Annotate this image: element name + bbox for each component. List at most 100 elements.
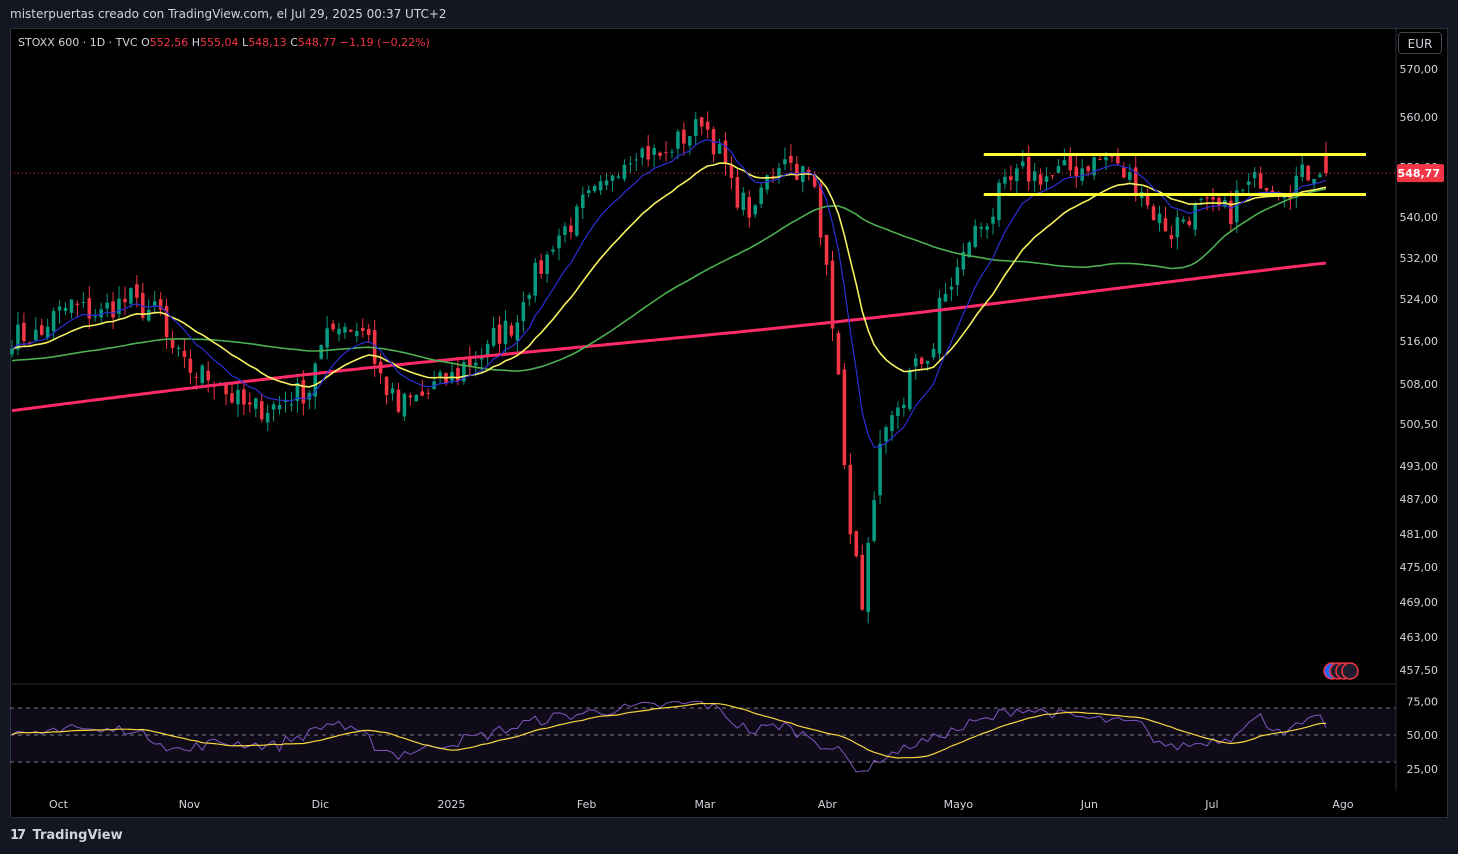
candle-body xyxy=(1086,166,1090,172)
candle-body xyxy=(1282,195,1287,198)
candle xyxy=(295,377,300,413)
price-tick-label: 524,00 xyxy=(1400,293,1439,306)
candle-body xyxy=(919,357,924,364)
candle-body xyxy=(860,554,865,610)
candle-body xyxy=(1318,174,1322,178)
candle xyxy=(569,217,573,240)
candle-body xyxy=(973,225,977,247)
price-tick-label: 570,00 xyxy=(1400,63,1439,76)
candle-body xyxy=(1122,167,1126,178)
high-value: 555,04 xyxy=(200,36,239,49)
candle-body xyxy=(28,342,32,344)
candle-body xyxy=(63,307,68,312)
candle-body xyxy=(438,372,442,377)
candle-body xyxy=(658,152,662,156)
candle-body xyxy=(349,329,353,332)
candle xyxy=(75,300,80,318)
candle-body xyxy=(295,382,300,401)
candle xyxy=(527,292,532,307)
candle xyxy=(711,126,716,163)
candle-body xyxy=(497,324,502,344)
time-tick-label: Dic xyxy=(312,798,330,811)
candle-body xyxy=(248,402,252,405)
candle-body xyxy=(206,370,210,381)
candle xyxy=(705,111,710,139)
candle-body xyxy=(420,391,425,396)
candle-body xyxy=(723,140,728,164)
candle xyxy=(973,219,977,249)
currency-button[interactable]: EUR xyxy=(1398,32,1442,54)
candle xyxy=(1151,203,1156,221)
ema-mid-line xyxy=(11,162,1327,388)
price-tick-label: 560,00 xyxy=(1400,111,1439,124)
candle xyxy=(753,204,757,219)
candle xyxy=(343,322,347,339)
candle-body xyxy=(224,382,228,395)
candle-body xyxy=(854,530,859,557)
candle-body xyxy=(236,389,240,405)
candle-body xyxy=(313,363,318,397)
candle xyxy=(105,293,109,318)
candle-body xyxy=(1312,179,1316,185)
candle-body xyxy=(16,324,20,350)
candle xyxy=(848,453,853,545)
candle-body xyxy=(943,293,948,302)
candle xyxy=(450,361,454,385)
candle xyxy=(1288,185,1293,210)
candle-body xyxy=(81,301,86,303)
candle xyxy=(16,311,20,356)
candle-body xyxy=(283,400,288,402)
candle xyxy=(919,356,924,371)
candle xyxy=(1050,175,1055,180)
candle-body xyxy=(789,155,793,163)
candle-body xyxy=(509,325,514,336)
brand-name: TradingView xyxy=(32,828,123,843)
tradingview-logo[interactable]: 17 TradingView xyxy=(10,828,123,843)
candle-body xyxy=(575,206,579,236)
candle xyxy=(1009,165,1013,191)
candle-body xyxy=(783,159,787,165)
candle-body xyxy=(259,401,264,420)
candle xyxy=(230,383,234,405)
candle xyxy=(1122,162,1126,179)
candle-body xyxy=(866,542,870,613)
candle-body xyxy=(931,348,936,358)
candle-body xyxy=(616,176,621,178)
candle-body xyxy=(824,234,829,265)
time-tick-label: Ago xyxy=(1332,798,1354,811)
symbol-name: STOXX 600 · 1D · TVC xyxy=(18,36,138,49)
candle xyxy=(289,392,294,412)
candle xyxy=(462,358,466,385)
candle xyxy=(81,292,86,309)
candle xyxy=(236,380,240,417)
candle xyxy=(688,135,692,155)
price-tick-label: 516,00 xyxy=(1400,335,1439,348)
candle xyxy=(361,318,365,338)
price-tick-label: 493,00 xyxy=(1400,460,1439,473)
candle-body xyxy=(39,325,44,335)
candle xyxy=(521,291,526,333)
candle xyxy=(539,253,543,279)
candle-body xyxy=(961,251,966,270)
time-tick-label: Mar xyxy=(695,798,716,811)
candle-body xyxy=(586,190,591,194)
candle xyxy=(1032,163,1037,193)
candle xyxy=(622,159,627,182)
indicator-badge-icon xyxy=(1341,662,1359,680)
candle xyxy=(135,275,139,308)
candle xyxy=(783,147,787,171)
candle xyxy=(830,250,835,341)
candle-body xyxy=(1044,176,1049,182)
candle-body xyxy=(242,389,246,405)
candle xyxy=(51,307,56,340)
candle-body xyxy=(343,326,347,333)
chart-area[interactable] xyxy=(10,28,1448,818)
candle xyxy=(581,186,585,220)
candle-body xyxy=(539,260,543,274)
candle-body xyxy=(908,369,912,409)
candle xyxy=(468,346,472,375)
candle-body xyxy=(1240,189,1245,191)
candle xyxy=(735,169,740,211)
time-tick-label: Oct xyxy=(49,798,69,811)
